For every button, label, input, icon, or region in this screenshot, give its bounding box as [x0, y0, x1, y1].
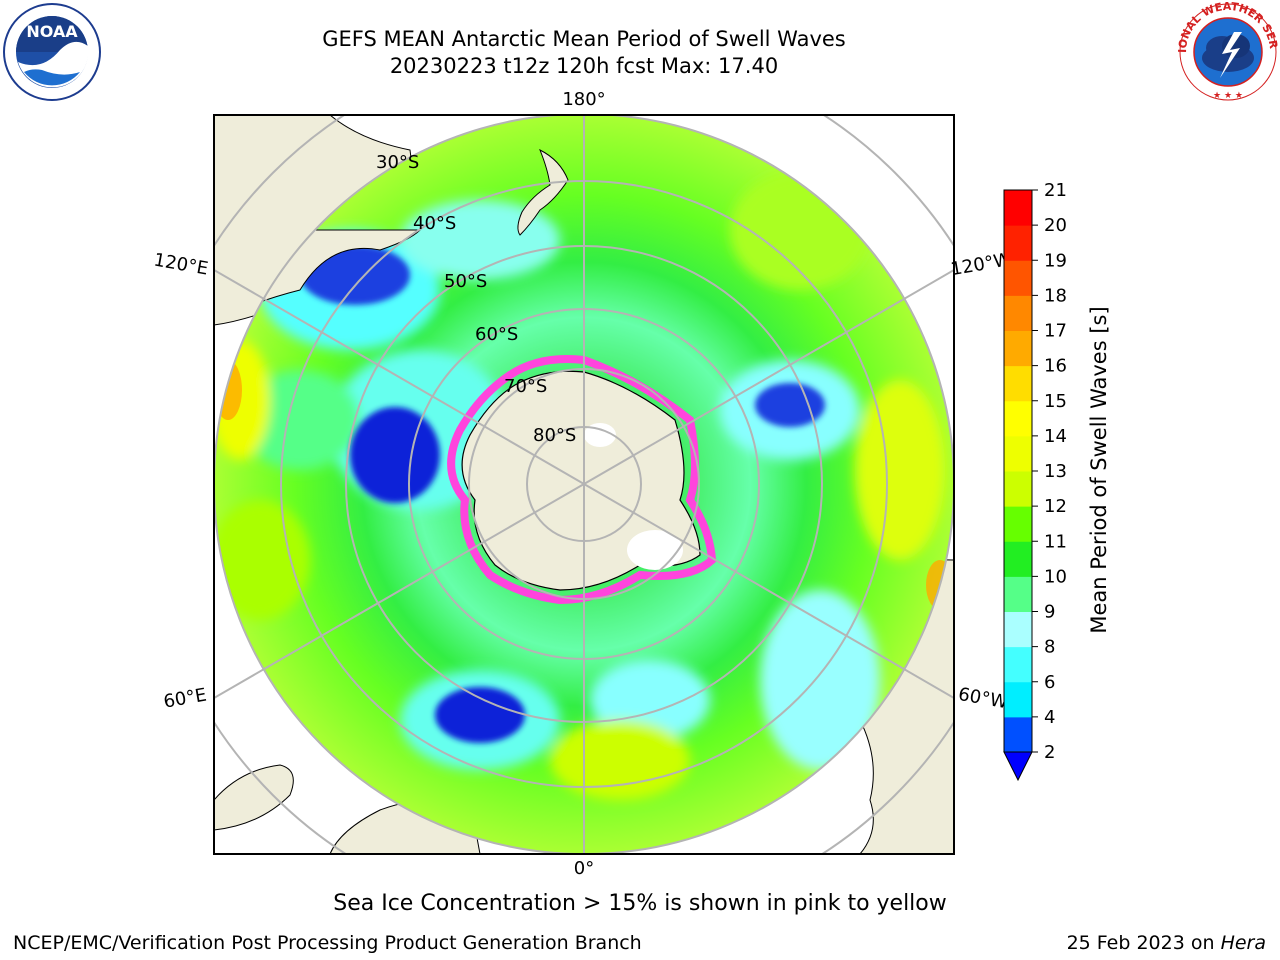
colorbar-tick-label: 8: [1044, 637, 1055, 658]
colorbar-segment: [1004, 576, 1032, 612]
colorbar-tick-label: 13: [1044, 461, 1067, 482]
madagascar-landmass: [214, 764, 294, 831]
lat-label-80s: 80°S: [533, 425, 576, 446]
lat-label-40s: 40°S: [413, 213, 456, 234]
colorbar-tick-label: 10: [1044, 566, 1067, 587]
chart-title: GEFS MEAN Antarctic Mean Period of Swell…: [322, 27, 846, 51]
colorbar-segment: [1004, 541, 1032, 577]
lat-label-30s: 30°S: [376, 152, 419, 173]
colorbar-tick-label: 19: [1044, 250, 1067, 271]
colorbar-segment: [1004, 716, 1032, 753]
chart-subtitle: 20230223 t12z 120h fcst Max: 17.40: [389, 54, 779, 78]
lat-label-60s: 60°S: [475, 324, 518, 345]
noaa-logo-text: NOAA: [26, 22, 78, 41]
svg-text:★ ★ ★: ★ ★ ★: [1213, 91, 1243, 101]
colorbar-segment: [1004, 260, 1032, 296]
colorbar-tick-label: 21: [1044, 180, 1067, 201]
colorbar-tick-label: 4: [1044, 707, 1055, 728]
nws-logo: NATIONAL WEATHER SERVICE ★ ★ ★: [1176, 2, 1280, 101]
colorbar-segment: [1004, 400, 1032, 437]
colorbar-segment: [1004, 330, 1032, 367]
colorbar-tick-label: 17: [1044, 321, 1067, 342]
credit-text: NCEP/EMC/Verification Post Processing Pr…: [13, 932, 642, 954]
lon-label-180: 180°: [562, 89, 605, 110]
colorbar-segment: [1004, 295, 1032, 331]
colorbar-tick-label: 16: [1044, 356, 1067, 377]
colorbar-tick-label: 2: [1044, 742, 1055, 763]
colorbar-tick-label: 9: [1044, 602, 1055, 623]
colorbar-segment: [1004, 471, 1032, 507]
graticule: [214, 115, 954, 854]
colorbar-segment: [1004, 611, 1032, 648]
colorbar-tick-label: 6: [1044, 672, 1055, 693]
lat-label-50s: 50°S: [444, 271, 487, 292]
lon-label-0: 0°: [574, 858, 594, 879]
new-zealand-landmass: [517, 148, 569, 236]
colorbar-segment: [1004, 225, 1032, 261]
colorbar-tick-label: 20: [1044, 215, 1067, 236]
colorbar-tick-label: 15: [1044, 391, 1067, 412]
colorbar-segment: [1004, 646, 1032, 683]
map-frame: [213, 114, 955, 855]
run-date: 25 Feb 2023 on Hera: [1066, 932, 1266, 954]
lat-label-70s: 70°S: [504, 376, 547, 397]
colorbar-segment: [1004, 190, 1032, 226]
colorbar-tick-label: 12: [1044, 496, 1067, 517]
machine-name: Hera: [1220, 932, 1266, 954]
colorbar-tick-label: 18: [1044, 285, 1067, 306]
colorbar-label: Mean Period of Swell Waves [s]: [1087, 306, 1111, 633]
sea-ice-note: Sea Ice Concentration > 15% is shown in …: [333, 891, 947, 916]
colorbar-segment: [1004, 435, 1032, 472]
colorbar-segment: [1004, 506, 1032, 542]
colorbar-segment: [1004, 681, 1032, 718]
colorbar-under-extension: [1003, 751, 1033, 782]
colorbar-segment: [1004, 365, 1032, 402]
noaa-logo: NOAA: [3, 3, 101, 101]
colorbar-tick-label: 14: [1044, 426, 1067, 447]
colorbar-tick-label: 11: [1044, 531, 1067, 552]
